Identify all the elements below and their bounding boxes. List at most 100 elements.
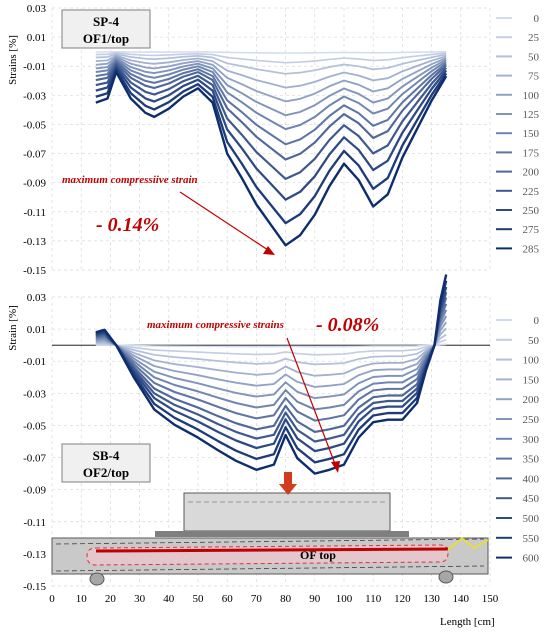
- chart-subtitle: OF1/top: [83, 31, 129, 46]
- legend-label: 250: [523, 414, 540, 426]
- legend-label: 50: [528, 51, 540, 63]
- series-line-275: [95, 68, 448, 225]
- y-tick-label: -0.09: [23, 178, 46, 190]
- y-tick-label: -0.15: [23, 265, 46, 277]
- legend-label: 550: [523, 533, 540, 545]
- y-tick-label: -0.03: [23, 388, 46, 400]
- legend-label: 75: [528, 71, 540, 83]
- beam-dash-bottom: [55, 565, 485, 572]
- legend: 0 25 50 75 100 125 150 175 200 225 250 275 285: [496, 13, 540, 255]
- y-tick-label: -0.09: [23, 485, 46, 497]
- y-tick-label: -0.05: [23, 119, 46, 131]
- series-line-150: [95, 327, 447, 377]
- series-line-175: [95, 60, 447, 146]
- series-line-300: [95, 309, 448, 411]
- title-box: SP-4 OF1/top: [61, 9, 151, 49]
- legend-label: 285: [523, 243, 540, 255]
- y-tick-label: -0.05: [23, 420, 46, 432]
- legend-label: 150: [523, 128, 540, 140]
- x-ticks: 0 10 20 30 40 50 60 70 80 90 100 110 120 130 140 150: [49, 593, 499, 605]
- series-line-75: [95, 54, 447, 89]
- x-tick-label: 130: [423, 593, 440, 605]
- support-left: [89, 572, 105, 586]
- chart-title: SP-4: [93, 14, 120, 29]
- support-plate: [155, 531, 409, 537]
- annotation-arrow-head: [263, 246, 275, 255]
- x-tick-label: 140: [453, 593, 470, 605]
- legend-label: 300: [523, 434, 540, 446]
- y-tick-label: 0.03: [27, 3, 47, 15]
- annotation-arrow-line: [286, 337, 336, 465]
- y-axis-label: Strain [%]: [7, 305, 19, 351]
- series-line-250: [95, 66, 448, 201]
- x-tick-label: 120: [394, 593, 411, 605]
- annotation-value: - 0.08%: [316, 314, 379, 336]
- series-line-50: [95, 53, 447, 75]
- y-tick-label: -0.01: [23, 356, 46, 368]
- legend-label: 0: [534, 315, 540, 327]
- legend-label: 25: [528, 32, 540, 44]
- legend-label: 400: [523, 473, 540, 485]
- x-tick-label: 70: [251, 593, 263, 605]
- series-line-0: [95, 343, 447, 348]
- x-tick-label: 50: [193, 593, 205, 605]
- legend: 0 50 100 150 200 250 300 350 400 450 500 550 600: [496, 315, 540, 565]
- annotation: maximum compressive strains - 0.08%: [147, 314, 379, 473]
- series-line-350: [95, 303, 448, 422]
- load-plate: [183, 492, 391, 532]
- series-line-0: [95, 50, 447, 54]
- legend-label: 200: [523, 167, 540, 179]
- chart-title: SB-4: [93, 448, 120, 463]
- y-tick-label: -0.11: [23, 207, 46, 219]
- y-tick-label: -0.13: [23, 236, 46, 248]
- load-arrow-icon: [279, 472, 297, 495]
- series-line-285: [95, 70, 448, 247]
- x-tick-label: 110: [365, 593, 382, 605]
- series-line-200: [95, 61, 447, 161]
- legend-label: 350: [523, 454, 540, 466]
- plot-sb4: OF top 0.03 0.01 -0.01 -0.03 -0.05 -0.07 -0.09…: [7, 274, 540, 628]
- legend-label: 500: [523, 513, 540, 525]
- annotation: maximum compressiive strain - 0.14%: [62, 174, 275, 255]
- x-tick-label: 100: [336, 593, 353, 605]
- series-line-100: [95, 333, 447, 366]
- y-tick-label: -0.03: [23, 90, 46, 102]
- series-line-100: [95, 55, 447, 103]
- y-tick-label: -0.13: [23, 549, 46, 561]
- series-line-450: [95, 291, 448, 443]
- legend-label: 0: [534, 13, 540, 25]
- x-tick-label: 90: [309, 593, 321, 605]
- y-tick-label: 0.01: [27, 32, 46, 44]
- legend-label: 275: [523, 224, 540, 236]
- y-ticks: 0.03 0.01 -0.01 -0.03 -0.05 -0.07 -0.09 -0.11 -0…: [23, 292, 46, 593]
- legend-label: 600: [523, 553, 540, 565]
- chart-subtitle: OF2/top: [83, 465, 129, 480]
- beam-sketch: OF top: [51, 472, 489, 586]
- legend-label: 100: [523, 90, 540, 102]
- y-tick-label: -0.07: [23, 453, 46, 465]
- series-line-25: [95, 51, 447, 64]
- series-line-125: [95, 57, 447, 117]
- title-box: SB-4 OF2/top: [61, 443, 151, 483]
- legend-label: 125: [523, 109, 540, 121]
- y-tick-label: 0.03: [27, 292, 47, 304]
- series-group: [95, 274, 448, 475]
- x-tick-label: 0: [49, 593, 55, 605]
- annotation-value: - 0.14%: [96, 214, 159, 236]
- series-line-250: [95, 315, 448, 400]
- series-line-400: [95, 297, 448, 433]
- legend-label: 175: [523, 147, 540, 159]
- y-tick-label: -0.11: [23, 517, 46, 529]
- annotation-label: maximum compressive strains: [147, 319, 284, 331]
- plot-sp4: 0.03 0.01 -0.01 -0.03 -0.05 -0.07 -0.09 -0.11 -0…: [7, 3, 540, 277]
- series-group: [95, 50, 448, 247]
- annotation-arrow-line: [179, 191, 269, 251]
- x-tick-label: 60: [222, 593, 234, 605]
- y-tick-label: -0.07: [23, 149, 46, 161]
- x-tick-label: 40: [163, 593, 175, 605]
- series-line-150: [95, 58, 447, 131]
- legend-label: 50: [528, 335, 540, 347]
- beam-dash-top: [55, 538, 485, 545]
- fiber-label: OF top: [300, 548, 336, 562]
